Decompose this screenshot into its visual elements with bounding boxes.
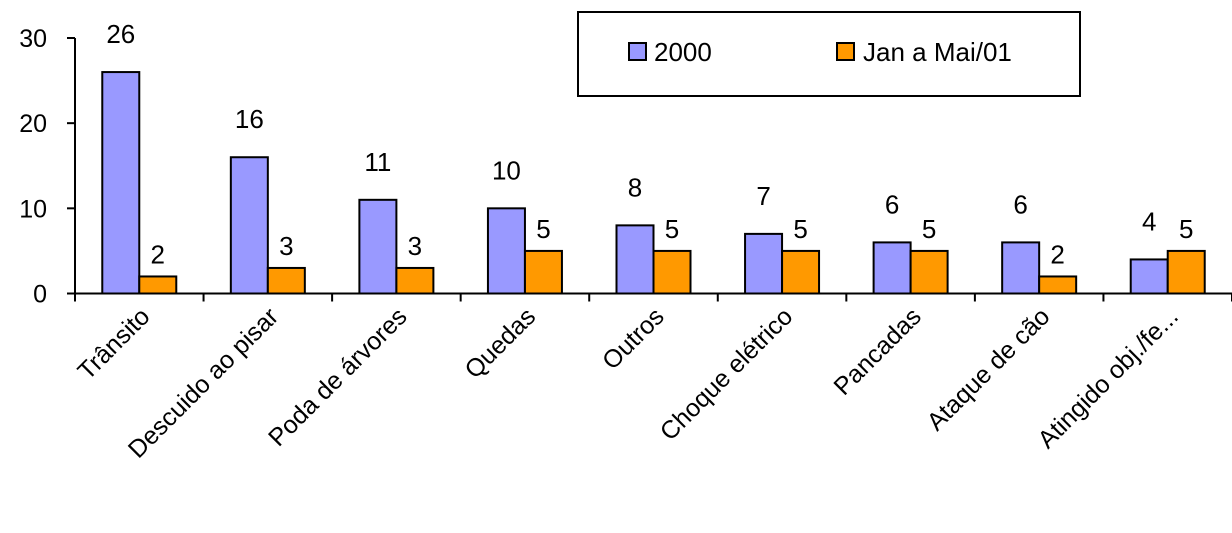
x-category-label: Trânsito <box>73 302 156 385</box>
data-label-jan-a-mai-01: 5 <box>1179 214 1193 244</box>
legend-item-jan-a-mai-01-swatch <box>836 42 855 61</box>
data-label-2000: 8 <box>628 172 642 202</box>
data-label-jan-a-mai-01: 5 <box>922 214 936 244</box>
bar-jan-a-mai-01 <box>138 275 178 295</box>
x-category-label: Quedas <box>459 302 541 384</box>
data-label-2000: 4 <box>1142 206 1156 236</box>
data-label-2000: 26 <box>106 19 135 49</box>
legend-item-2000-label: 2000 <box>654 37 712 67</box>
bar-jan-a-mai-01 <box>395 266 435 295</box>
y-tick-label: 20 <box>19 110 47 138</box>
chart-legend: 2000 Jan a Mai/01 <box>577 11 1081 97</box>
bar-jan-a-mai-01 <box>909 249 949 295</box>
chart-bars <box>101 71 1206 295</box>
data-label-jan-a-mai-01: 3 <box>279 231 293 261</box>
bar-2000 <box>486 207 526 295</box>
bar-2000 <box>1129 258 1169 295</box>
bar-2000 <box>872 241 912 295</box>
bar-jan-a-mai-01 <box>1038 275 1078 295</box>
y-tick-label: 10 <box>19 195 47 223</box>
bar-jan-a-mai-01 <box>652 249 692 295</box>
data-label-2000: 10 <box>492 155 521 185</box>
data-label-jan-a-mai-01: 2 <box>151 239 165 269</box>
bar-2000 <box>101 71 141 295</box>
x-category-label: Outros <box>597 302 670 375</box>
bar-jan-a-mai-01 <box>781 249 821 295</box>
data-label-2000: 6 <box>1013 189 1027 219</box>
data-label-2000: 16 <box>235 104 264 134</box>
y-tick-label: 0 <box>33 281 47 309</box>
data-label-2000: 7 <box>756 181 770 211</box>
data-label-jan-a-mai-01: 5 <box>536 214 550 244</box>
data-label-2000: 11 <box>364 147 391 177</box>
data-label-2000: 6 <box>885 189 899 219</box>
y-tick-label: 30 <box>19 25 47 53</box>
x-category-label: Atingido obj./fe... <box>1032 302 1183 453</box>
legend-box <box>577 11 1081 97</box>
bar-jan-a-mai-01 <box>1166 249 1206 295</box>
data-label-jan-a-mai-01: 5 <box>793 214 807 244</box>
bar-2000 <box>1001 241 1041 295</box>
bar-2000 <box>229 156 269 295</box>
x-category-label: Pancadas <box>828 302 926 400</box>
x-category-label: Poda de árvores <box>263 302 413 452</box>
data-label-jan-a-mai-01: 3 <box>408 231 422 261</box>
data-label-jan-a-mai-01: 2 <box>1050 239 1064 269</box>
data-label-jan-a-mai-01: 5 <box>665 214 679 244</box>
x-category-label: Ataque de cão <box>922 302 1056 436</box>
legend-item-jan-a-mai-01-label: Jan a Mai/01 <box>863 37 1012 67</box>
bar-2000 <box>744 232 784 295</box>
bar-2000 <box>358 198 398 295</box>
bar-2000 <box>615 224 655 295</box>
bar-jan-a-mai-01 <box>523 249 563 295</box>
legend-item-2000-swatch <box>628 42 647 61</box>
x-category-label: Choque elétrico <box>655 302 799 446</box>
bar-jan-a-mai-01 <box>266 266 306 295</box>
